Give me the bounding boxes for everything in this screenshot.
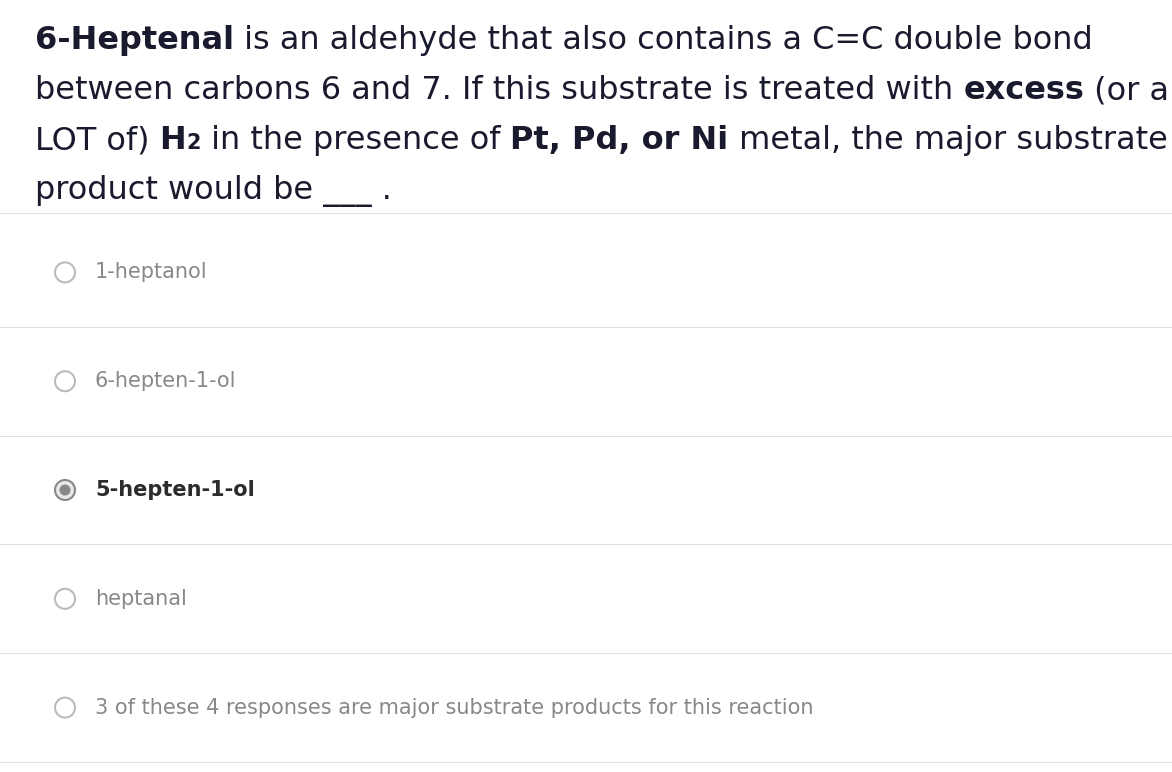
Text: 6-Heptenal: 6-Heptenal bbox=[35, 25, 234, 56]
Text: 5-hepten-1-ol: 5-hepten-1-ol bbox=[95, 480, 254, 500]
Text: 6-hepten-1-ol: 6-hepten-1-ol bbox=[95, 371, 237, 391]
Text: LOT of): LOT of) bbox=[35, 125, 159, 156]
Circle shape bbox=[55, 480, 75, 500]
Text: product would be ___ .: product would be ___ . bbox=[35, 175, 391, 207]
Text: excess: excess bbox=[963, 75, 1084, 106]
Text: 1-heptanol: 1-heptanol bbox=[95, 262, 207, 283]
Circle shape bbox=[60, 485, 70, 496]
Text: 2: 2 bbox=[186, 133, 200, 153]
Text: metal, the major substrate: metal, the major substrate bbox=[729, 125, 1167, 156]
Text: H: H bbox=[159, 125, 186, 156]
Text: (or a: (or a bbox=[1084, 75, 1170, 106]
Text: between carbons 6 and 7. If this substrate is treated with: between carbons 6 and 7. If this substra… bbox=[35, 75, 963, 106]
Text: 3 of these 4 responses are major substrate products for this reaction: 3 of these 4 responses are major substra… bbox=[95, 698, 813, 718]
Text: in the presence of: in the presence of bbox=[200, 125, 510, 156]
Text: heptanal: heptanal bbox=[95, 589, 186, 609]
Text: Pt, Pd, or Ni: Pt, Pd, or Ni bbox=[510, 125, 729, 156]
Text: is an aldehyde that also contains a C=C double bond: is an aldehyde that also contains a C=C … bbox=[234, 25, 1092, 56]
